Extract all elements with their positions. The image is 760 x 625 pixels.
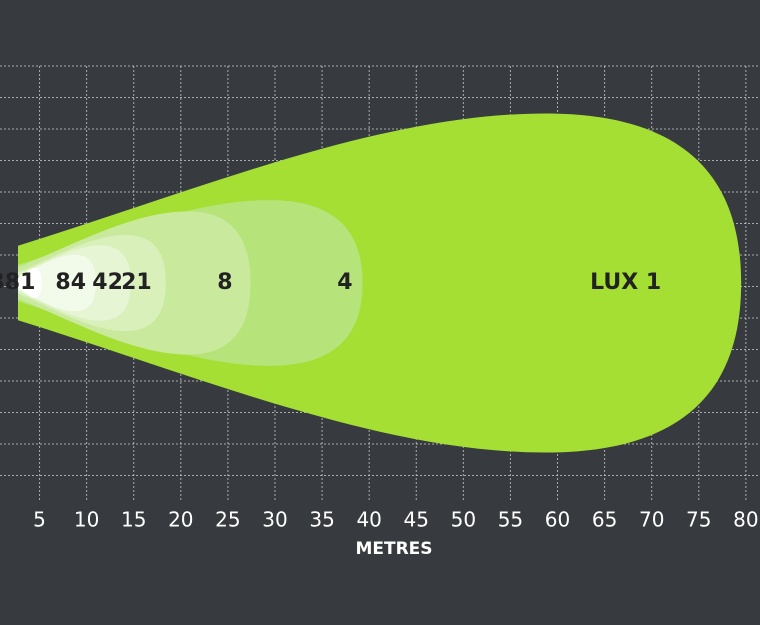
x-tick-label: 75: [686, 508, 711, 532]
beam-contour: [18, 113, 742, 453]
lux-label: 42: [92, 270, 123, 295]
x-axis-label: METRES: [355, 539, 432, 559]
x-tick-label: 40: [356, 508, 381, 532]
lux-label: LUX 1: [590, 270, 661, 295]
lux-label: 8: [217, 270, 232, 295]
x-tick-label: 65: [592, 508, 617, 532]
lux-label: 21: [121, 270, 152, 295]
x-tick-label: 30: [262, 508, 287, 532]
lux-label: 4: [337, 270, 352, 295]
lux-label: 381: [0, 270, 35, 295]
x-tick-label: 5: [33, 508, 46, 532]
x-tick-label: 25: [215, 508, 240, 532]
x-tick-label: 35: [309, 508, 334, 532]
x-tick-label: 45: [404, 508, 429, 532]
lux-label: 84: [55, 270, 86, 295]
beam-contour: [18, 267, 42, 299]
x-tick-label: 10: [74, 508, 99, 532]
x-tick-label: 70: [639, 508, 664, 532]
x-tick-label: 60: [545, 508, 570, 532]
x-tick-label: 50: [451, 508, 476, 532]
x-tick-label: 15: [121, 508, 146, 532]
x-tick-label: 55: [498, 508, 523, 532]
x-tick-label: 80: [733, 508, 758, 532]
x-tick-label: 20: [168, 508, 193, 532]
